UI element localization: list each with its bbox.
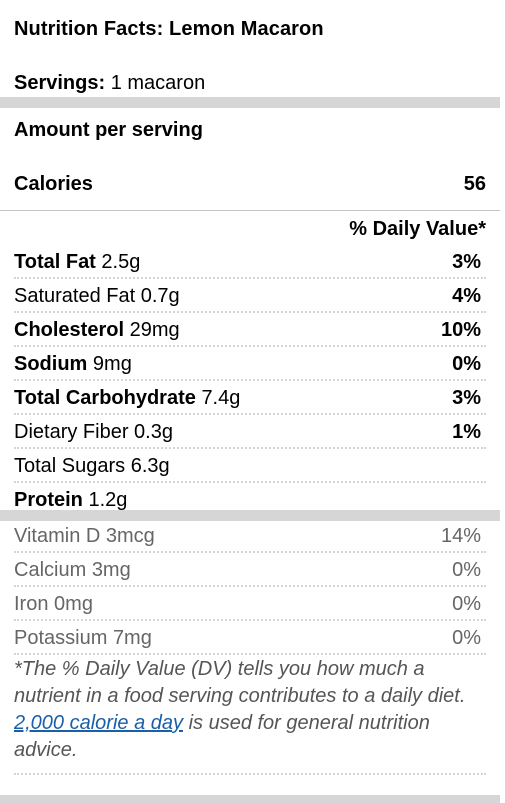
vitamin-name: Potassium [14, 627, 108, 649]
nutrient-pct: 4% [452, 285, 481, 307]
nutrient-row-total-carbohydrate: Total Carbohydrate 7.4g 3% [0, 381, 500, 415]
nutrient-pct: 3% [452, 251, 481, 273]
nutrient-name: Total Sugars [14, 455, 126, 477]
vitamin-name: Vitamin D [14, 525, 101, 547]
vitamin-name: Calcium [14, 559, 87, 581]
vitamin-row-calcium: Calcium 3mg 0% [0, 553, 500, 587]
calories-divider [0, 210, 500, 211]
dotted-divider [14, 447, 486, 449]
nutrient-amount: 1.2g [88, 489, 128, 511]
nutrient-name: Total Fat [14, 251, 96, 273]
servings-label: Servings: [14, 72, 106, 94]
nutrient-row-total-fat: Total Fat 2.5g 3% [0, 245, 500, 279]
dotted-divider [14, 551, 486, 553]
nutrient-amount: 2.5g [101, 251, 141, 273]
vitamin-row-iron: Iron 0mg 0% [0, 587, 500, 621]
footnote-text-end: is used for general nutrition advice. [14, 712, 430, 761]
vitamin-row-potassium: Potassium 7mg 0% [0, 621, 500, 655]
nutrient-name: Sodium [14, 353, 88, 375]
servings-line: Servings: 1 macaron [14, 72, 205, 95]
vitamin-amount: 3mcg [105, 525, 155, 547]
vitamin-pct: 0% [452, 593, 481, 615]
nutrient-amount: 6.3g [130, 455, 170, 477]
nutrient-name: Cholesterol [14, 319, 125, 341]
amount-per-serving: Amount per serving [14, 119, 203, 141]
nutrient-name: Saturated Fat [14, 285, 136, 307]
nutrient-amount: 29mg [129, 319, 180, 341]
nutrient-row-dietary-fiber: Dietary Fiber 0.3g 1% [0, 415, 500, 449]
calories-label: Calories [14, 173, 93, 195]
vitamin-pct: 0% [452, 559, 481, 581]
daily-value-header: % Daily Value* [349, 218, 486, 240]
nutrient-name: Protein [14, 489, 83, 511]
nutrient-pct: 1% [452, 421, 481, 443]
nutrient-amount: 0.3g [134, 421, 173, 443]
nutrient-name: Dietary Fiber [14, 421, 129, 443]
dotted-divider [14, 311, 486, 313]
thick-divider-top [0, 97, 500, 108]
dotted-divider [14, 345, 486, 347]
calorie-link[interactable]: 2,000 calorie a day [14, 712, 184, 734]
nutrient-row-total-sugars: Total Sugars 6.3g [0, 449, 500, 483]
servings-value: 1 macaron [110, 72, 206, 94]
thick-divider-bottom [0, 795, 500, 803]
nutrient-amount: 7.4g [201, 387, 241, 409]
nutrient-amount: 9mg [92, 353, 132, 375]
dotted-divider [14, 277, 486, 279]
vitamin-amount: 7mg [112, 627, 152, 649]
vitamin-name: Iron [14, 593, 49, 615]
dotted-divider [14, 379, 486, 381]
thick-divider-vitamins [0, 510, 500, 521]
nutrient-pct: 0% [452, 353, 481, 375]
nutrient-pct: 10% [440, 319, 481, 341]
label-title: Nutrition Facts: Lemon Macaron [14, 18, 324, 40]
dotted-divider [14, 585, 486, 587]
nutrient-amount: 0.7g [140, 285, 180, 307]
dotted-divider [14, 481, 486, 483]
vitamin-pct: 14% [440, 525, 481, 547]
nutrient-row-saturated-fat: Saturated Fat 0.7g 4% [0, 279, 500, 313]
dotted-divider [14, 413, 486, 415]
nutrient-row-cholesterol: Cholesterol 29mg 10% [0, 313, 500, 347]
vitamin-amount: 0mg [54, 593, 93, 615]
dotted-divider [14, 653, 486, 655]
vitamin-row-vitamin-d: Vitamin D 3mcg 14% [0, 519, 500, 553]
dotted-divider [14, 619, 486, 621]
vitamin-pct: 0% [452, 627, 481, 649]
nutrient-pct: 3% [452, 387, 481, 409]
calories-value: 56 [463, 173, 486, 195]
nutrient-name: Total Carbohydrate [14, 387, 196, 409]
footer-dotted-divider [14, 773, 486, 775]
nutrient-row-sodium: Sodium 9mg 0% [0, 347, 500, 381]
daily-value-footnote: *The % Daily Value (DV) tells you how mu… [14, 656, 492, 764]
vitamin-amount: 3mg [91, 559, 131, 581]
nutrient-row-protein: Protein 1.2g [0, 483, 500, 517]
footnote-text: *The % Daily Value (DV) tells you how mu… [14, 658, 466, 707]
